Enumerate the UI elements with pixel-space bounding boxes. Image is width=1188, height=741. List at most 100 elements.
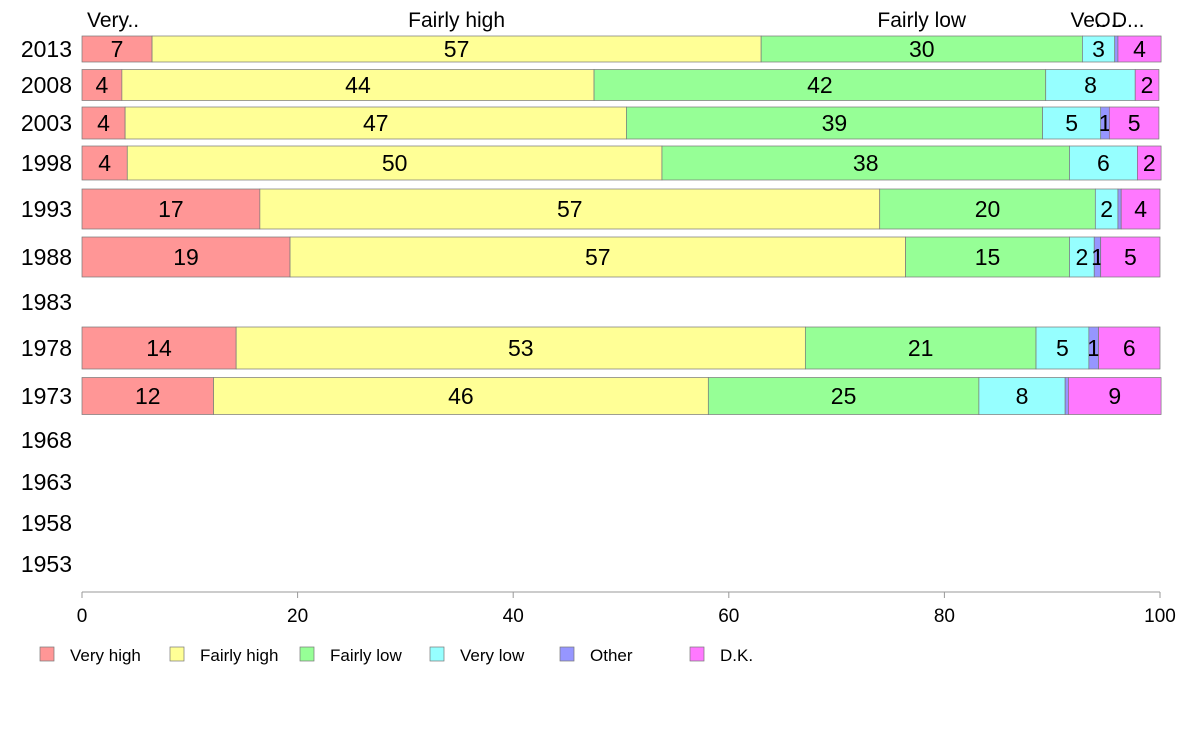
data-label: 9: [1108, 383, 1121, 409]
category-label: 2013: [21, 36, 72, 62]
category-label: 1953: [21, 551, 72, 577]
bar-segment: [1098, 326, 1161, 370]
top-segment-label: Very..: [87, 9, 139, 32]
bar-segment: [626, 106, 1043, 140]
bar-segment: [1117, 188, 1122, 230]
data-label: 5: [1124, 244, 1137, 270]
bar-segment: [81, 188, 261, 230]
category-label: 1968: [21, 427, 72, 453]
data-label: 2: [1075, 244, 1088, 270]
data-label: 4: [98, 150, 111, 176]
data-label: 4: [96, 72, 109, 98]
bar-segment: [124, 106, 627, 140]
data-label: 5: [1056, 335, 1069, 361]
top-segment-label: D...: [1112, 9, 1145, 32]
legend-label: D.K.: [720, 646, 753, 665]
bar-segment: [259, 188, 881, 230]
bar-segment: [978, 377, 1066, 415]
bar-segment: [289, 236, 906, 278]
legend-swatch: [559, 646, 575, 662]
bar-segment: [804, 326, 1037, 370]
bar-segment: [879, 188, 1096, 230]
data-label: 38: [853, 150, 879, 176]
legend-label: Very low: [460, 646, 525, 665]
bar-segment: [81, 236, 291, 278]
bar-segment: [151, 35, 762, 63]
legend-swatch: [429, 646, 445, 662]
data-label: 57: [585, 244, 611, 270]
top-segment-label: Ve..: [1070, 9, 1106, 32]
x-tick-label: 0: [77, 606, 88, 627]
category-label: 1963: [21, 469, 72, 495]
bar-segment: [1045, 69, 1136, 101]
bar-segment: [126, 145, 663, 181]
legend-label: Other: [590, 646, 633, 665]
category-label: 1978: [21, 335, 72, 361]
category-label: 2008: [21, 72, 72, 98]
bar-segment: [1120, 188, 1161, 230]
bar-segment: [1100, 236, 1161, 278]
data-label: 7: [111, 36, 124, 62]
data-label: 6: [1123, 335, 1136, 361]
data-label: 39: [822, 110, 848, 136]
x-tick-label: 100: [1144, 606, 1176, 627]
data-label: 30: [909, 36, 935, 62]
data-label: 53: [508, 335, 534, 361]
data-label: 20: [975, 196, 1001, 222]
bar-segment: [81, 35, 153, 63]
bar-segment: [1069, 236, 1095, 278]
bar-segment: [1137, 145, 1162, 181]
bar-segment: [1064, 377, 1069, 415]
bar-segment: [1117, 35, 1162, 63]
bar-segment: [760, 35, 1083, 63]
bar-segment: [1134, 69, 1160, 101]
data-label: 46: [448, 383, 474, 409]
bar-segment: [661, 145, 1070, 181]
data-label: 4: [1133, 36, 1146, 62]
legend-swatch: [39, 646, 55, 662]
bar-segment: [81, 106, 126, 140]
data-label: 4: [1134, 196, 1147, 222]
data-label: 6: [1097, 150, 1110, 176]
data-label: 1: [1087, 335, 1100, 361]
data-label: 12: [135, 383, 161, 409]
data-label: 25: [831, 383, 857, 409]
bar-segment: [905, 236, 1070, 278]
bar-segment: [1042, 106, 1102, 140]
legend-swatch: [169, 646, 185, 662]
bar-segment: [593, 69, 1047, 101]
data-label: 2: [1100, 196, 1113, 222]
data-label: 14: [146, 335, 172, 361]
data-label: 44: [345, 72, 371, 98]
legend-label: Fairly high: [200, 646, 278, 665]
data-label: 17: [158, 196, 184, 222]
legend-swatch: [299, 646, 315, 662]
data-label: 8: [1016, 383, 1029, 409]
data-label: 3: [1092, 36, 1105, 62]
category-label: 2003: [21, 110, 72, 136]
legend-label: Very high: [70, 646, 141, 665]
category-label: 1993: [21, 196, 72, 222]
bar-segment: [81, 145, 128, 181]
bar-segment: [1035, 326, 1090, 370]
data-label: 2: [1141, 72, 1154, 98]
bar-segment: [1114, 35, 1119, 63]
data-label: 42: [807, 72, 833, 98]
data-label: 21: [908, 335, 934, 361]
category-label: 1973: [21, 383, 72, 409]
data-label: 2: [1143, 150, 1156, 176]
category-label: 1983: [21, 289, 72, 315]
data-label: 4: [97, 110, 110, 136]
category-label: 1958: [21, 510, 72, 536]
data-label: 8: [1084, 72, 1097, 98]
x-tick-label: 20: [287, 606, 308, 627]
bar-segment: [121, 69, 595, 101]
data-label: 47: [363, 110, 389, 136]
top-segment-label: Fairly high: [408, 9, 505, 32]
bar-segment: [235, 326, 806, 370]
legend-swatch: [689, 646, 705, 662]
bar-segment: [213, 377, 709, 415]
data-label: 50: [382, 150, 408, 176]
bar-segment: [81, 326, 237, 370]
